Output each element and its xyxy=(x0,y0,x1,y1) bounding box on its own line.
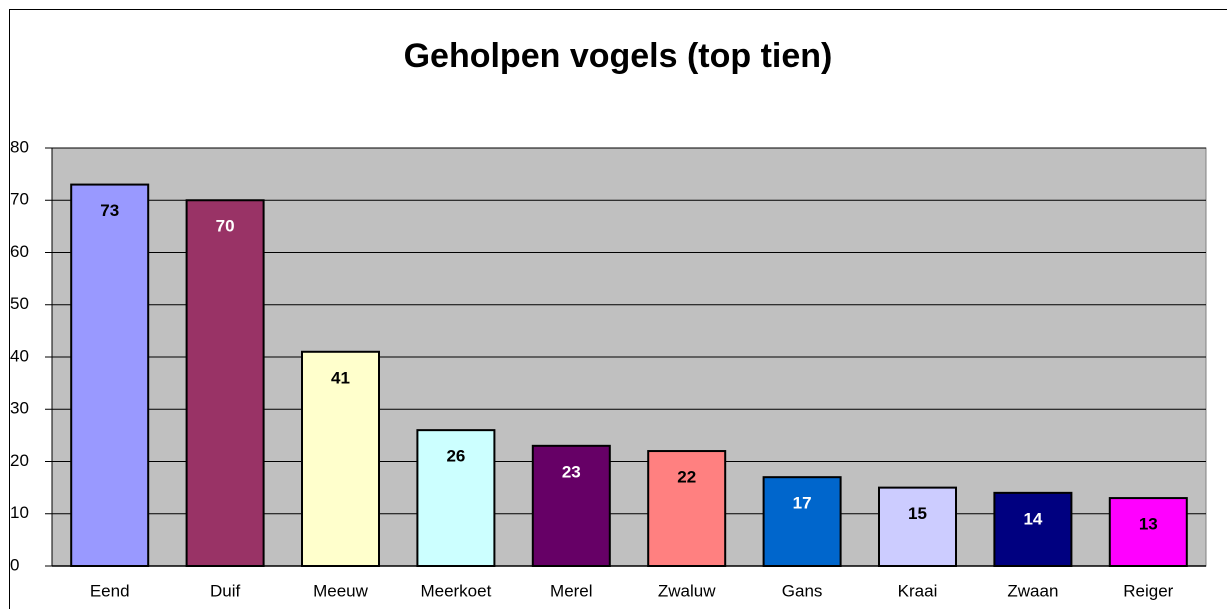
y-tick-label: 80 xyxy=(10,137,29,156)
x-tick-label: Gans xyxy=(782,581,823,600)
value-label: 26 xyxy=(446,447,465,466)
x-tick-label: Meeuw xyxy=(313,581,369,600)
value-label: 23 xyxy=(562,462,581,481)
x-tick-label: Reiger xyxy=(1123,581,1173,600)
y-tick-label: 20 xyxy=(10,451,29,470)
bar xyxy=(762,476,842,567)
y-tick-label: 0 xyxy=(10,555,19,574)
value-label: 41 xyxy=(331,368,350,387)
x-tick-label: Duif xyxy=(210,581,241,600)
chart-title: Geholpen vogels (top tien) xyxy=(404,37,833,75)
y-tick-label: 40 xyxy=(10,346,29,365)
y-tick-label: 10 xyxy=(10,503,29,522)
y-tick-label: 60 xyxy=(10,242,29,261)
value-label: 73 xyxy=(100,201,119,220)
bar xyxy=(301,350,380,567)
y-tick-label: 30 xyxy=(10,399,29,418)
y-tick-label: 50 xyxy=(10,294,29,313)
value-label: 17 xyxy=(793,494,812,513)
bar xyxy=(185,199,265,567)
x-tick-label: Merel xyxy=(550,581,593,600)
x-tick-label: Kraai xyxy=(898,581,938,600)
x-tick-label: Eend xyxy=(90,581,130,600)
bar xyxy=(70,183,150,567)
bar xyxy=(647,450,727,567)
x-tick-label: Meerkoet xyxy=(420,581,491,600)
value-label: 13 xyxy=(1139,515,1158,534)
value-label: 15 xyxy=(908,504,927,523)
bar xyxy=(993,491,1073,568)
bar xyxy=(531,444,611,568)
value-label: 22 xyxy=(677,468,696,487)
bar xyxy=(416,429,496,567)
value-label: 70 xyxy=(216,217,235,236)
value-label: 14 xyxy=(1023,509,1042,528)
x-tick-label: Zwaan xyxy=(1007,581,1058,600)
bar xyxy=(878,486,957,567)
x-tick-label: Zwaluw xyxy=(658,581,716,600)
y-tick-label: 70 xyxy=(10,190,29,209)
bar xyxy=(1108,497,1188,568)
